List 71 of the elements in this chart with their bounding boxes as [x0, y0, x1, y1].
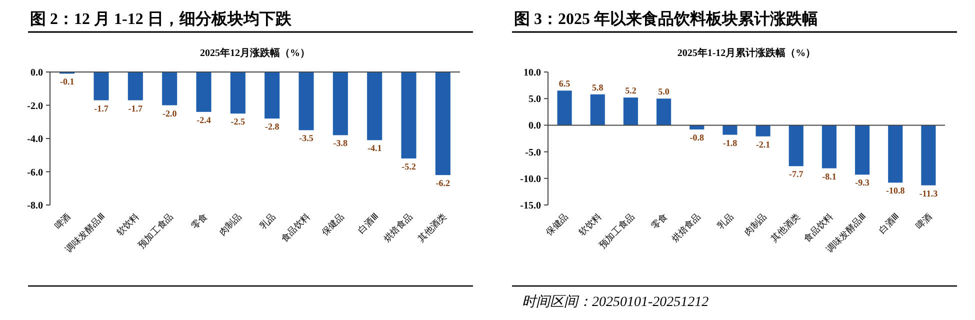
- y-tick-label: -6.0: [27, 167, 43, 178]
- bar: [888, 125, 903, 183]
- data-label: -7.7: [789, 169, 804, 180]
- x-tick-label: 烘焙食品: [382, 211, 414, 244]
- data-label: 5.2: [625, 86, 637, 96]
- y-tick-label: -15.0: [520, 200, 541, 212]
- data-label: -1.7: [128, 103, 144, 114]
- data-label: -2.5: [230, 116, 246, 127]
- y-tick-label: -8.0: [27, 200, 43, 212]
- data-label: -2.8: [264, 122, 280, 132]
- data-label: -6.2: [436, 178, 451, 188]
- bar: [557, 90, 572, 126]
- x-tick-label: 其他酒类: [416, 211, 448, 244]
- x-tick-label: 软饮料: [576, 211, 604, 238]
- data-label: -0.1: [60, 76, 75, 87]
- x-tick-label: 保健品: [544, 211, 570, 238]
- y-tick-label: 10.0: [524, 68, 541, 78]
- chart-title: 图 3：2025 年以来食品饮料板块累计涨跌幅: [514, 10, 818, 28]
- data-label: -10.8: [886, 186, 906, 196]
- bar: [756, 125, 770, 136]
- data-label: -2.4: [196, 114, 212, 125]
- data-label: 5.8: [592, 82, 604, 92]
- data-label: -4.1: [367, 143, 382, 154]
- y-tick-label: -4.0: [27, 134, 43, 145]
- x-tick-label: 零食: [189, 211, 210, 232]
- x-tick-label: 肉制品: [742, 211, 768, 238]
- data-label: 6.5: [558, 78, 571, 89]
- data-label: -2.1: [756, 139, 771, 150]
- bar: [855, 125, 870, 175]
- bar: [590, 94, 605, 126]
- y-tick-label: 0.0: [30, 68, 43, 78]
- bar: [656, 98, 672, 126]
- chart-subtitle: 2025年1-12月累计涨跌幅（%）: [677, 47, 816, 59]
- x-tick-label: 保健品: [320, 211, 346, 238]
- chart-subtitle: 2025年12月涨跌幅（%）: [200, 47, 310, 59]
- y-tick-label: -10.0: [520, 174, 541, 185]
- data-label: -3.5: [299, 133, 314, 144]
- data-label: -3.8: [333, 138, 348, 148]
- bar: [788, 125, 804, 166]
- data-label: -0.8: [690, 132, 704, 142]
- data-label: -5.2: [402, 161, 416, 172]
- y-tick-label: 0.0: [528, 120, 541, 132]
- data-label: 5.0: [658, 86, 670, 97]
- data-label: -9.3: [855, 178, 870, 188]
- x-tick-label: 烘焙食品: [670, 211, 702, 244]
- text: 时间区间：20250101-20251212: [522, 294, 709, 310]
- bar: [921, 125, 936, 186]
- data-label: -1.7: [94, 103, 109, 114]
- data-label: -8.1: [822, 171, 837, 182]
- data-label: -1.8: [722, 138, 738, 148]
- bar: [822, 125, 836, 168]
- data-label: -2.0: [162, 108, 178, 118]
- bar: [690, 125, 704, 130]
- x-tick-label: 乳品: [258, 211, 278, 232]
- y-tick-label: -2.0: [27, 100, 43, 112]
- x-tick-label: 啤酒: [914, 211, 934, 232]
- x-tick-label: 啤酒: [52, 211, 72, 232]
- y-tick-label: 5.0: [528, 94, 541, 106]
- x-tick-label: 软饮料: [114, 211, 141, 238]
- x-tick-label: 食品饮料: [279, 211, 312, 244]
- x-tick-label: 零食: [649, 211, 670, 232]
- x-tick-label: 其他酒类: [769, 211, 802, 244]
- bar: [623, 98, 638, 126]
- data-label: -11.3: [919, 188, 938, 198]
- bar: [722, 125, 738, 135]
- chart-title: 图 2：12 月 1-12 日，细分板块均下跌: [30, 10, 292, 28]
- x-tick-label: 乳品: [716, 211, 736, 232]
- y-tick-label: -5.0: [525, 147, 541, 158]
- x-tick-label: 肉制品: [217, 211, 244, 238]
- x-tick-label: 白酒Ⅲ: [876, 211, 901, 236]
- x-tick-label: 白酒Ⅲ: [356, 211, 380, 236]
